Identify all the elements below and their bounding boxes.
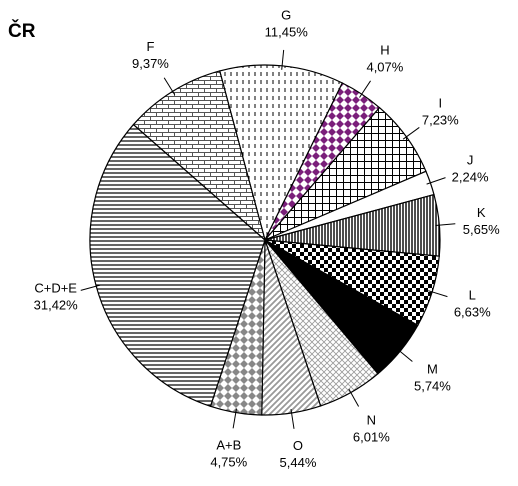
- chart-title: ČR: [8, 20, 36, 42]
- leader-line: [290, 408, 295, 429]
- slice-label: M: [427, 361, 438, 376]
- slice-value-label: 2,24%: [452, 170, 489, 185]
- slice-label: K: [477, 205, 486, 220]
- leader-line: [426, 177, 446, 185]
- leader-line: [281, 49, 285, 70]
- leader-line: [396, 348, 413, 362]
- slice-label: H: [380, 43, 389, 58]
- leader-line: [348, 388, 360, 407]
- leader-line: [232, 408, 237, 429]
- slice-value-label: 11,45%: [265, 24, 309, 39]
- leader-line: [402, 127, 420, 140]
- leader-line: [359, 80, 371, 98]
- slice-value-label: 31,42%: [34, 298, 79, 313]
- slice-value-label: 6,01%: [353, 430, 390, 445]
- slice-label: A+B: [216, 437, 241, 452]
- slice-value-label: 5,65%: [463, 222, 500, 237]
- slice-value-label: 5,44%: [280, 455, 317, 470]
- slice-label: J: [467, 153, 474, 168]
- slice-label: F: [146, 39, 154, 54]
- slice-value-label: 6,63%: [454, 305, 491, 320]
- slice-label: O: [293, 438, 303, 453]
- leader-line: [80, 284, 101, 291]
- slice-label: L: [469, 288, 476, 303]
- slice-value-label: 9,37%: [132, 56, 169, 71]
- leader-line: [428, 290, 448, 298]
- slice-label: I: [438, 96, 442, 111]
- slice-label: G: [281, 7, 291, 22]
- slice-label: C+D+E: [34, 281, 77, 296]
- slice-value-label: 4,75%: [210, 454, 247, 469]
- leader-line: [163, 77, 176, 96]
- slice-value-label: 4,07%: [366, 60, 403, 75]
- slice-value-label: 7,23%: [422, 113, 459, 128]
- slice-label: N: [367, 413, 376, 428]
- leader-line: [435, 223, 456, 226]
- slice-value-label: 5,74%: [414, 378, 451, 393]
